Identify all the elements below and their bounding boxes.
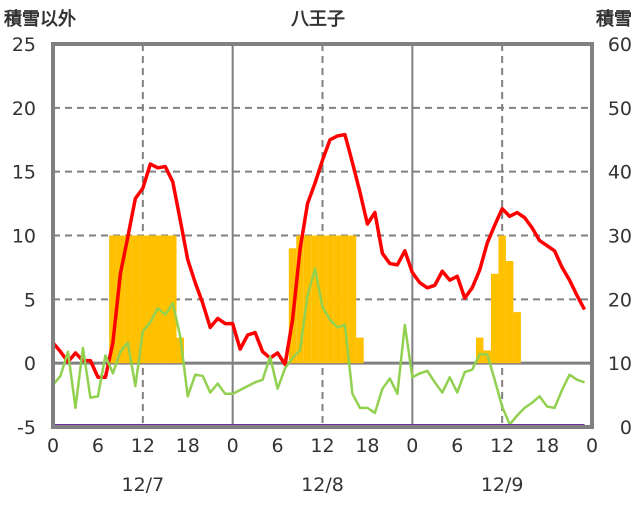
plot-frame bbox=[51, 42, 594, 429]
left-tick-label: 0 bbox=[24, 353, 36, 375]
x-tick-label: 12 bbox=[490, 435, 514, 457]
right-tick-label: 40 bbox=[608, 162, 632, 184]
snow-bar bbox=[131, 235, 140, 364]
left-tick-label: 5 bbox=[24, 289, 36, 311]
snow-bar bbox=[296, 235, 304, 364]
left-tick-label: 25 bbox=[12, 34, 36, 56]
snow-bar bbox=[498, 235, 506, 364]
x-tick-label: 0 bbox=[586, 435, 598, 457]
snow-bar bbox=[146, 235, 155, 364]
snow-bar bbox=[475, 337, 484, 364]
right-tick-label: 60 bbox=[608, 34, 632, 56]
x-tick-label: 18 bbox=[535, 435, 559, 457]
snow-bars bbox=[109, 235, 521, 364]
x-tick-label: 18 bbox=[176, 435, 200, 457]
plot-border bbox=[51, 42, 594, 429]
x-tick-label: 18 bbox=[355, 435, 379, 457]
snow-bar bbox=[326, 235, 334, 364]
snow-bar bbox=[176, 337, 185, 364]
x-tick-label: 0 bbox=[406, 435, 418, 457]
x-tick-label: 12 bbox=[131, 435, 155, 457]
snow-bar bbox=[333, 235, 342, 364]
date-label: 12/8 bbox=[301, 474, 344, 496]
left-axis-label: 積雪以外 bbox=[3, 8, 76, 30]
x-tick-label: 6 bbox=[92, 435, 104, 457]
date-label: 12/9 bbox=[481, 474, 524, 496]
chart-title: 八王子 bbox=[291, 9, 345, 30]
snow-bar bbox=[161, 235, 170, 364]
snow-bar bbox=[505, 261, 514, 364]
red-line bbox=[51, 132, 587, 379]
snow-bar bbox=[318, 235, 327, 364]
snow-bar bbox=[341, 235, 349, 364]
right-tick-label: 50 bbox=[608, 98, 632, 120]
date-label: 12/7 bbox=[121, 474, 164, 496]
snow-bar bbox=[154, 235, 162, 364]
snow-bar bbox=[139, 235, 147, 364]
x-tick-label: 0 bbox=[47, 435, 59, 457]
snow-bar bbox=[169, 235, 177, 364]
x-tick-label: 0 bbox=[227, 435, 239, 457]
snow-bar bbox=[311, 235, 319, 364]
x-tick-label: 6 bbox=[272, 435, 284, 457]
x-tick-label: 12 bbox=[310, 435, 334, 457]
right-tick-label: 30 bbox=[608, 226, 632, 248]
left-tick-label: -5 bbox=[17, 417, 36, 439]
snow-bar bbox=[124, 235, 132, 364]
snow-bar bbox=[348, 235, 357, 364]
snow-bar bbox=[116, 235, 125, 364]
snow-bar bbox=[490, 273, 499, 364]
right-axis-label: 積雪 bbox=[595, 8, 632, 30]
snow-bar bbox=[109, 235, 117, 364]
left-tick-label: 10 bbox=[12, 226, 36, 248]
x-tick-label: 6 bbox=[451, 435, 463, 457]
snow-bar bbox=[513, 312, 521, 364]
right-tick-label: 20 bbox=[608, 289, 632, 311]
left-tick-label: 20 bbox=[12, 98, 36, 120]
right-tick-label: 10 bbox=[608, 353, 632, 375]
left-tick-label: 15 bbox=[12, 162, 36, 184]
right-tick-label: 0 bbox=[620, 417, 632, 439]
green-line bbox=[52, 267, 585, 426]
snow-bar bbox=[356, 337, 364, 364]
